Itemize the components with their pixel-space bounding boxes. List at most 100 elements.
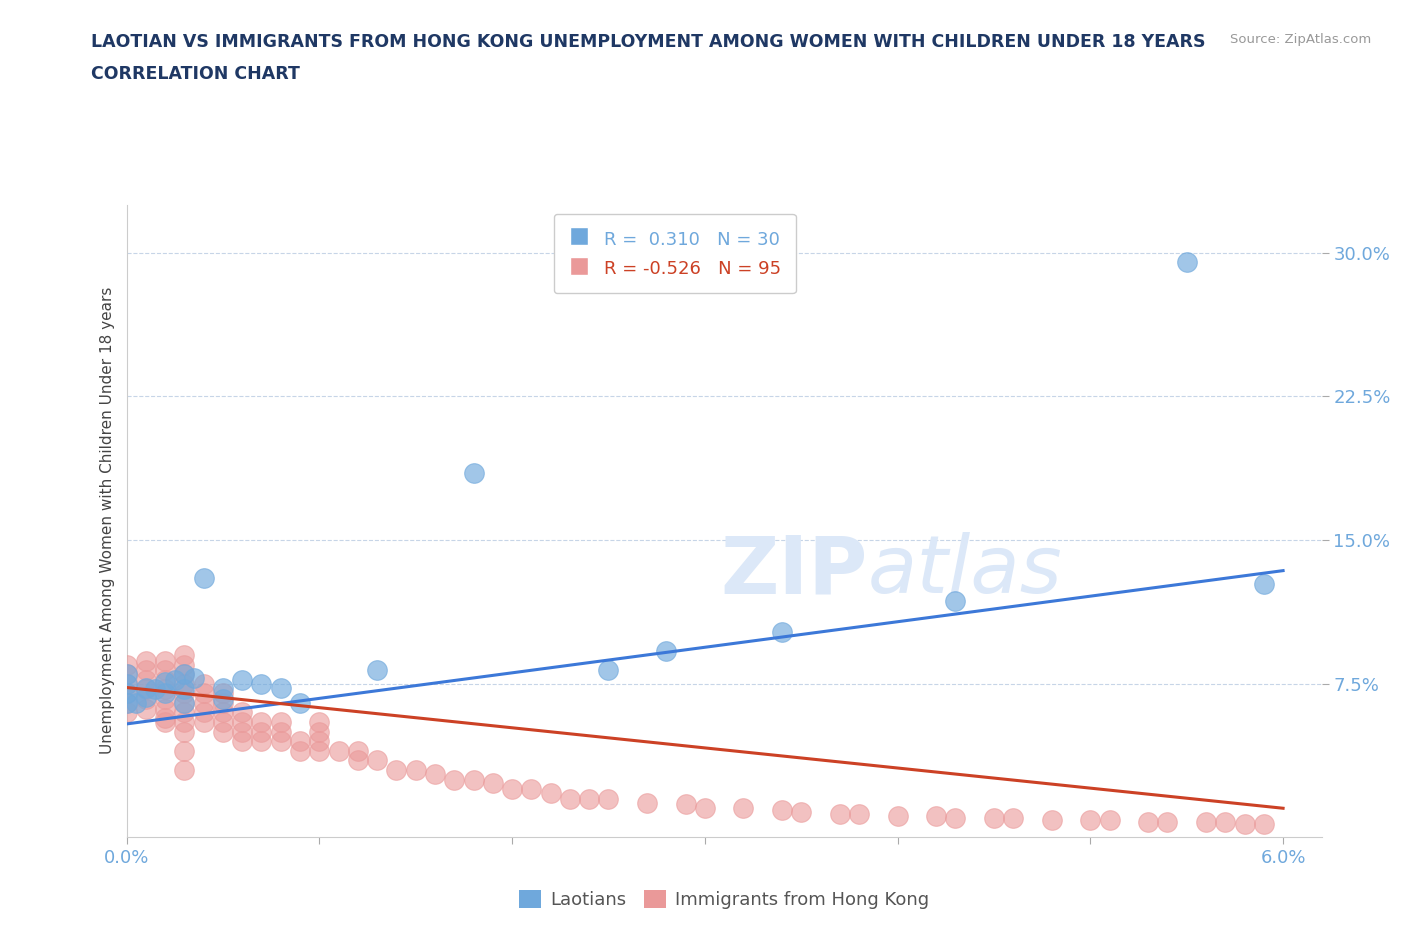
Point bbox=[115, 667, 138, 682]
Point bbox=[173, 667, 195, 682]
Point bbox=[115, 685, 138, 700]
Point bbox=[328, 743, 350, 758]
Point bbox=[945, 810, 967, 825]
Point bbox=[173, 696, 195, 711]
Point bbox=[193, 714, 215, 729]
Text: atlas: atlas bbox=[868, 532, 1063, 610]
Point bbox=[250, 724, 273, 739]
Text: CORRELATION CHART: CORRELATION CHART bbox=[91, 65, 301, 83]
Point bbox=[1195, 815, 1218, 830]
Point bbox=[1175, 255, 1198, 270]
Point bbox=[886, 808, 908, 823]
Point bbox=[558, 791, 581, 806]
Point bbox=[250, 734, 273, 749]
Point bbox=[153, 682, 176, 697]
Point bbox=[308, 734, 330, 749]
Point bbox=[288, 734, 311, 749]
Point bbox=[153, 674, 176, 689]
Point bbox=[173, 724, 195, 739]
Point bbox=[231, 672, 253, 687]
Point bbox=[153, 653, 176, 668]
Point bbox=[135, 680, 157, 695]
Point bbox=[173, 676, 195, 691]
Point bbox=[463, 772, 485, 787]
Point bbox=[308, 724, 330, 739]
Point bbox=[153, 692, 176, 707]
Y-axis label: Unemployment Among Women with Children Under 18 years: Unemployment Among Women with Children U… bbox=[100, 287, 115, 754]
Point bbox=[135, 701, 157, 716]
Point bbox=[578, 791, 600, 806]
Point bbox=[115, 658, 138, 672]
Point bbox=[828, 806, 851, 821]
Point bbox=[231, 734, 253, 749]
Point bbox=[770, 625, 793, 640]
Point bbox=[288, 696, 311, 711]
Point bbox=[288, 743, 311, 758]
Point bbox=[385, 763, 408, 777]
Point bbox=[1137, 815, 1160, 830]
Point bbox=[115, 676, 138, 691]
Point bbox=[173, 743, 195, 758]
Point bbox=[925, 808, 948, 823]
Point bbox=[347, 753, 370, 768]
Point bbox=[1078, 812, 1101, 827]
Point bbox=[1233, 817, 1256, 831]
Point bbox=[693, 801, 716, 816]
Point bbox=[945, 594, 967, 609]
Point bbox=[153, 685, 176, 700]
Point bbox=[481, 776, 503, 790]
Point bbox=[212, 696, 235, 711]
Point bbox=[636, 795, 658, 810]
Point bbox=[212, 692, 235, 707]
Point bbox=[770, 803, 793, 817]
Point bbox=[366, 663, 388, 678]
Point bbox=[135, 672, 157, 687]
Point bbox=[598, 663, 620, 678]
Point bbox=[1213, 815, 1236, 830]
Point bbox=[125, 696, 148, 711]
Point bbox=[598, 791, 620, 806]
Point bbox=[115, 705, 138, 720]
Point bbox=[135, 682, 157, 697]
Point bbox=[366, 753, 388, 768]
Point bbox=[193, 696, 215, 711]
Text: LAOTIAN VS IMMIGRANTS FROM HONG KONG UNEMPLOYMENT AMONG WOMEN WITH CHILDREN UNDE: LAOTIAN VS IMMIGRANTS FROM HONG KONG UNE… bbox=[91, 33, 1206, 50]
Point bbox=[135, 692, 157, 707]
Point bbox=[115, 696, 138, 711]
Point bbox=[173, 763, 195, 777]
Text: ZIP: ZIP bbox=[720, 532, 868, 610]
Point bbox=[212, 714, 235, 729]
Point bbox=[270, 714, 292, 729]
Point bbox=[173, 658, 195, 672]
Point bbox=[193, 676, 215, 691]
Point bbox=[212, 685, 235, 700]
Point bbox=[1156, 815, 1178, 830]
Point bbox=[308, 743, 330, 758]
Point bbox=[193, 705, 215, 720]
Point bbox=[347, 743, 370, 758]
Point bbox=[153, 701, 176, 716]
Point bbox=[231, 724, 253, 739]
Point bbox=[173, 714, 195, 729]
Point bbox=[153, 672, 176, 687]
Point bbox=[655, 644, 678, 658]
Point bbox=[1040, 812, 1063, 827]
Point bbox=[153, 714, 176, 729]
Point bbox=[501, 781, 523, 796]
Point bbox=[463, 465, 485, 480]
Point bbox=[1002, 810, 1025, 825]
Point bbox=[212, 724, 235, 739]
Point bbox=[405, 763, 427, 777]
Point bbox=[270, 734, 292, 749]
Point bbox=[848, 806, 870, 821]
Point bbox=[173, 685, 195, 700]
Point bbox=[135, 653, 157, 668]
Point bbox=[1253, 577, 1275, 591]
Point bbox=[173, 682, 195, 697]
Point bbox=[983, 810, 1005, 825]
Legend: Laotians, Immigrants from Hong Kong: Laotians, Immigrants from Hong Kong bbox=[512, 883, 936, 916]
Point bbox=[1098, 812, 1121, 827]
Point bbox=[790, 804, 813, 819]
Point bbox=[520, 781, 543, 796]
Point bbox=[163, 672, 186, 687]
